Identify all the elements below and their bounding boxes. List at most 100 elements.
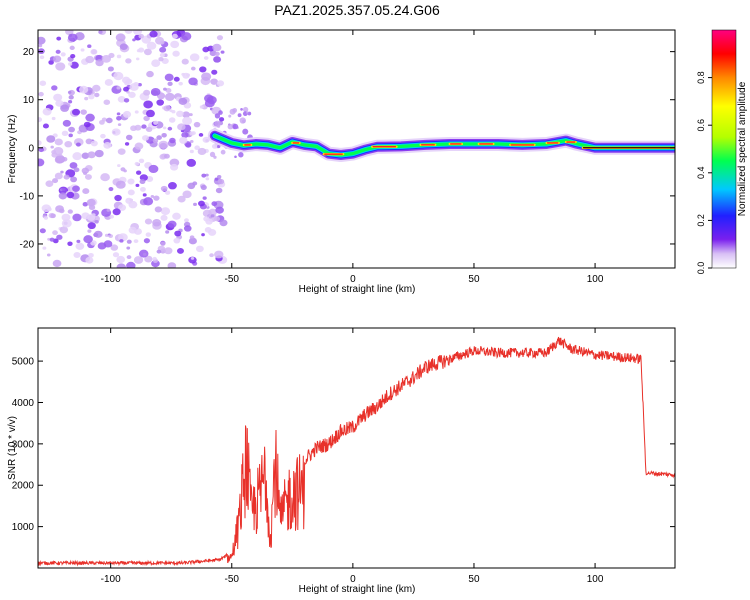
noise-speckle — [181, 58, 189, 65]
noise-speckle — [68, 133, 73, 138]
noise-speckle — [117, 164, 121, 168]
noise-speckle — [215, 206, 224, 214]
noise-speckle — [228, 114, 232, 118]
noise-speckle — [134, 142, 144, 150]
noise-speckle — [152, 219, 162, 227]
noise-speckle — [124, 142, 130, 146]
noise-speckle — [209, 50, 217, 57]
noise-speckle — [182, 190, 192, 199]
noise-speckle — [107, 66, 114, 72]
colorbar-tick-label: 0.2 — [696, 214, 706, 227]
noise-speckle — [174, 230, 182, 237]
noise-speckle — [134, 161, 140, 166]
snr-x-tick-label: -100 — [101, 574, 121, 585]
noise-speckle — [213, 56, 221, 63]
noise-speckle — [239, 117, 246, 124]
noise-speckle — [161, 133, 167, 138]
noise-speckle-region — [38, 30, 256, 268]
noise-speckle — [72, 152, 82, 161]
noise-speckle — [110, 244, 119, 251]
noise-speckle — [51, 116, 56, 121]
noise-speckle — [148, 164, 159, 174]
noise-speckle — [99, 119, 105, 125]
noise-speckle — [232, 123, 239, 130]
snr-y-tick-label: 4000 — [12, 398, 35, 409]
noise-speckle — [53, 146, 64, 156]
noise-speckle — [134, 110, 139, 114]
noise-speckle — [170, 163, 179, 171]
noise-speckle — [202, 196, 207, 200]
noise-speckle — [114, 194, 122, 202]
colorbar: 0.0 0.2 0.4 0.6 0.8 Normalized spectral ampl… — [696, 29, 748, 275]
noise-speckle — [163, 105, 171, 112]
noise-speckle — [187, 182, 196, 190]
noise-speckle — [85, 113, 95, 122]
noise-speckle — [165, 88, 172, 93]
noise-speckle — [117, 123, 122, 127]
noise-speckle — [181, 72, 185, 76]
noise-speckle — [50, 145, 54, 149]
noise-speckle — [238, 152, 244, 158]
noise-speckle — [119, 239, 124, 243]
noise-speckle — [201, 173, 207, 178]
noise-speckle — [143, 115, 150, 122]
noise-speckle — [152, 256, 157, 261]
noise-speckle — [43, 216, 49, 220]
noise-speckle — [91, 213, 96, 217]
noise-speckle — [112, 252, 120, 258]
noise-speckle — [66, 191, 75, 199]
noise-speckle — [56, 36, 62, 41]
noise-speckle — [67, 241, 73, 246]
noise-speckle — [94, 92, 100, 98]
colorbar-tick-label: 0.8 — [696, 71, 706, 84]
noise-speckle — [103, 142, 112, 149]
spectrogram-x-tick-label: 100 — [587, 274, 604, 285]
noise-speckle — [113, 71, 124, 81]
noise-speckle — [135, 57, 140, 61]
noise-speckle — [165, 230, 170, 234]
noise-speckle — [135, 183, 140, 187]
noise-speckle — [47, 207, 52, 212]
noise-speckle — [189, 113, 193, 117]
noise-speckle — [70, 53, 76, 59]
noise-speckle — [106, 208, 111, 212]
noise-speckle — [60, 104, 70, 112]
noise-speckle — [144, 218, 153, 225]
noise-speckle — [56, 234, 63, 240]
noise-speckle — [211, 143, 218, 149]
spectrogram-x-tick-label: 0 — [350, 274, 356, 285]
spectrogram-frame — [37, 29, 676, 269]
noise-speckle — [212, 43, 222, 52]
noise-speckle — [55, 49, 61, 54]
noise-speckle — [168, 117, 176, 123]
noise-speckle — [50, 213, 56, 219]
noise-speckle — [104, 79, 113, 86]
noise-speckle — [53, 93, 63, 102]
noise-speckle — [214, 250, 224, 259]
noise-speckle — [94, 219, 99, 224]
noise-speckle — [42, 246, 47, 250]
noise-speckle — [67, 90, 72, 94]
noise-speckle — [117, 148, 126, 155]
noise-speckle — [138, 33, 144, 39]
colorbar-tick-label: 0.0 — [696, 262, 706, 275]
noise-speckle — [189, 149, 194, 154]
noise-speckle — [87, 44, 92, 49]
noise-speckle — [68, 95, 74, 100]
noise-speckle — [168, 182, 177, 190]
noise-speckle — [116, 86, 121, 90]
noise-speckle — [172, 33, 178, 39]
noise-speckle — [163, 153, 170, 159]
noise-speckle — [128, 226, 137, 234]
noise-speckle — [213, 216, 221, 222]
noise-speckle — [158, 140, 169, 150]
spectrogram-x-tick-label: -50 — [225, 274, 240, 285]
noise-speckle — [103, 240, 113, 248]
colorbar-gradient — [711, 29, 737, 269]
noise-speckle — [172, 212, 181, 220]
noise-speckle — [199, 105, 204, 109]
noise-speckle — [57, 157, 63, 162]
noise-speckle — [54, 138, 63, 146]
noise-speckle — [136, 49, 141, 53]
noise-speckle — [217, 144, 221, 149]
